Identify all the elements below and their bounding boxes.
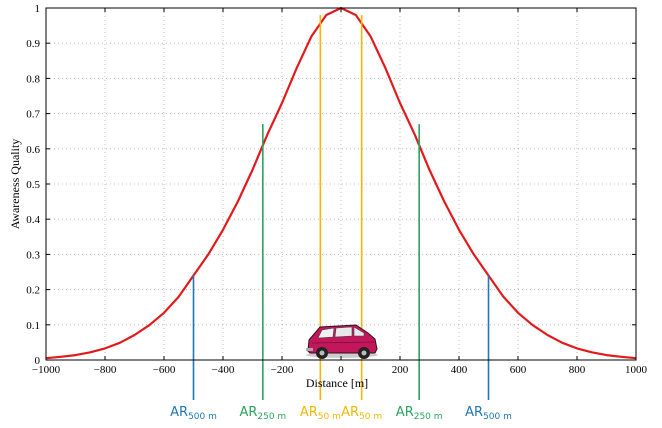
x-tick-label: 1000	[625, 364, 648, 376]
minivan-illustration	[306, 324, 378, 359]
x-tick-label: −400	[212, 364, 235, 376]
x-tick-label: −600	[153, 364, 176, 376]
y-tick-label: 0.8	[26, 73, 40, 85]
x-tick-label: 0	[338, 364, 344, 376]
x-tick-label: −200	[271, 364, 294, 376]
x-tick-label: 200	[392, 364, 409, 376]
ar-marker-label: AR500 m	[465, 405, 512, 422]
x-tick-label: 400	[451, 364, 468, 376]
y-tick-label: 0.4	[26, 214, 40, 226]
y-tick-label: 1	[35, 3, 41, 15]
ar-marker-label: AR250 m	[239, 405, 286, 422]
grid-lines	[46, 8, 636, 360]
ar-marker-label: AR500 m	[170, 405, 217, 422]
y-tick-label: 0.3	[26, 249, 40, 261]
y-tick-label: 0.1	[26, 320, 40, 332]
y-tick-label: 0.2	[26, 285, 40, 297]
y-tick-label: 0.6	[26, 144, 40, 156]
ar-marker-label: AR50 m	[300, 405, 341, 422]
ar-marker-label: AR250 m	[396, 405, 443, 422]
y-tick-label: 0.9	[26, 38, 40, 50]
y-tick-label: 0.7	[26, 109, 40, 121]
x-tick-label: −1000	[32, 364, 61, 376]
y-tick-label: 0	[35, 355, 41, 367]
axis-ticks: −1000 −800 −600 −400 −200 0 200 400 600 800 1000 0 0…	[26, 3, 647, 376]
y-tick-label: 0.5	[26, 179, 40, 191]
y-axis-label: Awareness Quality	[8, 139, 22, 230]
x-tick-label: −800	[94, 364, 117, 376]
x-axis-label: Distance [m]	[306, 376, 368, 390]
x-tick-label: 800	[569, 364, 586, 376]
x-tick-label: 600	[510, 364, 527, 376]
ar-marker-label: AR50 m	[341, 405, 382, 422]
